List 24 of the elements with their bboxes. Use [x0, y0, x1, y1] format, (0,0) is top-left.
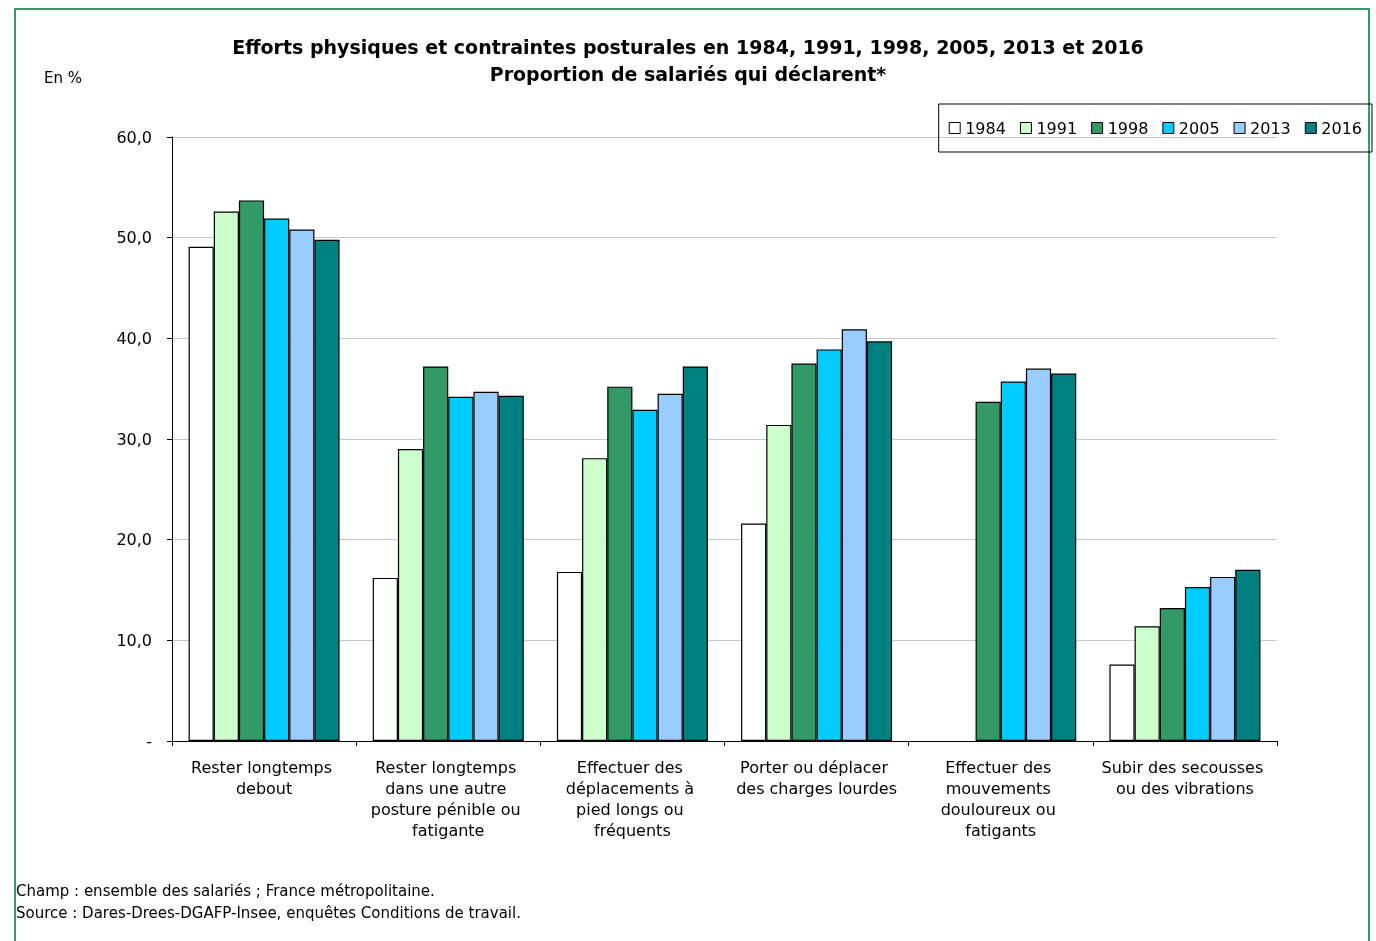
x-tick-label: Porter ou déplacer des charges lourdes — [736, 758, 898, 798]
text: Champ : ensemble des salariés ; France métropolitaine. — [16, 881, 435, 900]
x-tick-label: Subir des secousses ou des vibrations — [1101, 758, 1269, 798]
x-tick-label: Rester longtemps dans une autre posture pénible ou fatigante — [370, 758, 526, 840]
y-axis-title: En % — [44, 68, 83, 87]
y-tick-label: 40,0 — [116, 328, 152, 348]
y-tick-label: 50,0 — [116, 228, 152, 248]
source-note: Source : Dares-Drees-DGAFP-Insee, enquêtes Conditions de travail. — [16, 903, 521, 922]
y-tick-label: 20,0 — [116, 530, 152, 550]
legend-label: 2013 — [1250, 118, 1291, 138]
y-tick-label: 10,0 — [116, 630, 152, 650]
y-tick-label: 30,0 — [116, 429, 152, 449]
y-tick-label: - — [146, 731, 152, 751]
x-tick-label: Effectuer des mouvements douloureux ou fatigants — [940, 758, 1061, 840]
legend-label: 1984 — [965, 118, 1006, 138]
legend-label: 2016 — [1321, 118, 1362, 138]
legend-label: 1991 — [1036, 118, 1078, 138]
chart-subtitle: Proportion de salariés qui déclarent* — [489, 62, 887, 85]
legend-label: 2005 — [1178, 118, 1220, 138]
y-tick-label: 60,0 — [116, 127, 152, 147]
chart-title: Efforts physiques et contraintes posturales en 1984, 1991, 1998, 2005, 2013 et 2016 — [232, 35, 1144, 58]
x-tick-label: Effectuer des déplacements à pied longs ou fréquents — [565, 758, 700, 840]
x-tick-label: Rester longtemps debout — [191, 758, 338, 798]
legend-label: 1998 — [1107, 118, 1149, 138]
